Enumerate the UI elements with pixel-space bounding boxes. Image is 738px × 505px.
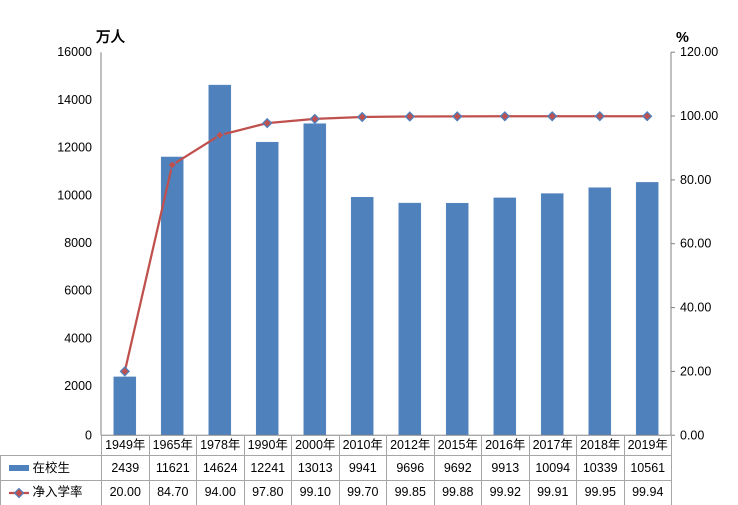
svg-text:120.00: 120.00 bbox=[680, 45, 718, 59]
svg-text:60.00: 60.00 bbox=[680, 237, 711, 251]
svg-text:2000: 2000 bbox=[64, 379, 92, 393]
svg-text:14000: 14000 bbox=[57, 93, 92, 107]
svg-text:16000: 16000 bbox=[57, 45, 92, 59]
svg-text:8000: 8000 bbox=[64, 236, 92, 250]
svg-text:10000: 10000 bbox=[57, 188, 92, 202]
svg-text:4000: 4000 bbox=[64, 331, 92, 345]
svg-text:40.00: 40.00 bbox=[680, 301, 711, 315]
svg-text:80.00: 80.00 bbox=[680, 173, 711, 187]
svg-text:6000: 6000 bbox=[64, 284, 92, 298]
svg-text:100.00: 100.00 bbox=[680, 109, 718, 123]
svg-text:12000: 12000 bbox=[57, 141, 92, 155]
svg-text:0.00: 0.00 bbox=[680, 428, 704, 440]
svg-text:%: % bbox=[676, 30, 689, 46]
svg-text:20.00: 20.00 bbox=[680, 364, 711, 378]
svg-text:万人: 万人 bbox=[95, 29, 125, 46]
